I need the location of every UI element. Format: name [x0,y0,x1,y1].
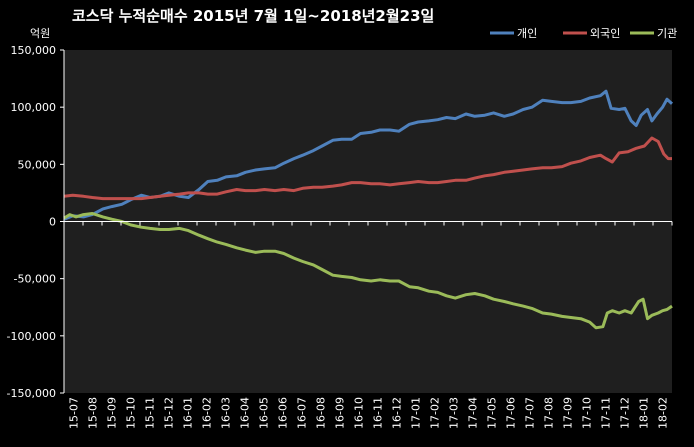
x-tick-label: 16-08 [315,397,328,429]
y-tick-label: 150,000 [11,44,57,57]
x-tick-label: 15-07 [68,397,81,429]
x-tick-label: 17-09 [562,397,575,429]
x-tick-label: 16-06 [277,397,290,429]
y-tick-label: -100,000 [7,330,56,343]
x-tick-label: 18-01 [638,397,651,429]
x-tick-label: 17-12 [619,397,632,429]
y-tick-label: -50,000 [14,273,56,286]
series-layer [63,89,674,330]
x-tick-label: 15-11 [144,397,157,429]
legend-label-0: 개인 [517,27,537,40]
legend: 개인 외국인 기관 [490,27,677,40]
chart-title: 코스닥 누적순매수 2015년 7월 1일~2018년2월23일 [72,7,435,25]
x-tick-label: 16-01 [182,397,195,429]
x-tick-label: 16-02 [201,397,214,429]
x-tick-label: 17-05 [486,397,499,429]
x-tick-label: 17-11 [600,397,613,429]
y-unit-label: 억원 [30,27,51,40]
x-tick-label: 16-07 [296,397,309,429]
x-tick-label: 17-10 [581,397,594,429]
y-tick-label: 0 [49,216,56,229]
axes-layer: 150,000 100,000 50,000 0 -50,000 -100,000 -150… [7,44,673,429]
x-tick-label: 17-04 [467,397,480,429]
x-tick-label: 16-05 [258,397,271,429]
x-tick-label: 17-01 [410,397,423,429]
x-tick-label: 16-04 [239,397,252,429]
x-tick-label: 18-02 [657,397,670,429]
x-tick-label: 17-03 [448,397,461,429]
x-tick-label: 17-08 [543,397,556,429]
x-tick-label: 16-12 [391,397,404,429]
y-tick-label: 50,000 [18,158,57,171]
x-tick-label: 15-09 [106,397,119,429]
y-tick-label: 100,000 [11,101,57,114]
x-tick-label: 16-10 [353,397,366,429]
x-tick-label: 15-12 [163,397,176,429]
series-line-1 [63,136,672,201]
x-tick-label: 15-10 [125,397,138,429]
x-tick-label: 17-07 [524,397,537,429]
x-tick-label: 16-09 [334,397,347,429]
x-tick-label: 17-06 [505,397,518,429]
x-tick-label: 17-02 [429,397,442,429]
legend-label-1: 외국인 [590,27,620,40]
x-tick-label: 16-03 [220,397,233,429]
y-tick-label: -150,000 [7,387,56,400]
x-tick-label: 15-08 [87,397,100,429]
series-line-2 [63,212,673,330]
x-tick-label: 16-11 [372,397,385,429]
legend-label-2: 기관 [657,27,677,40]
